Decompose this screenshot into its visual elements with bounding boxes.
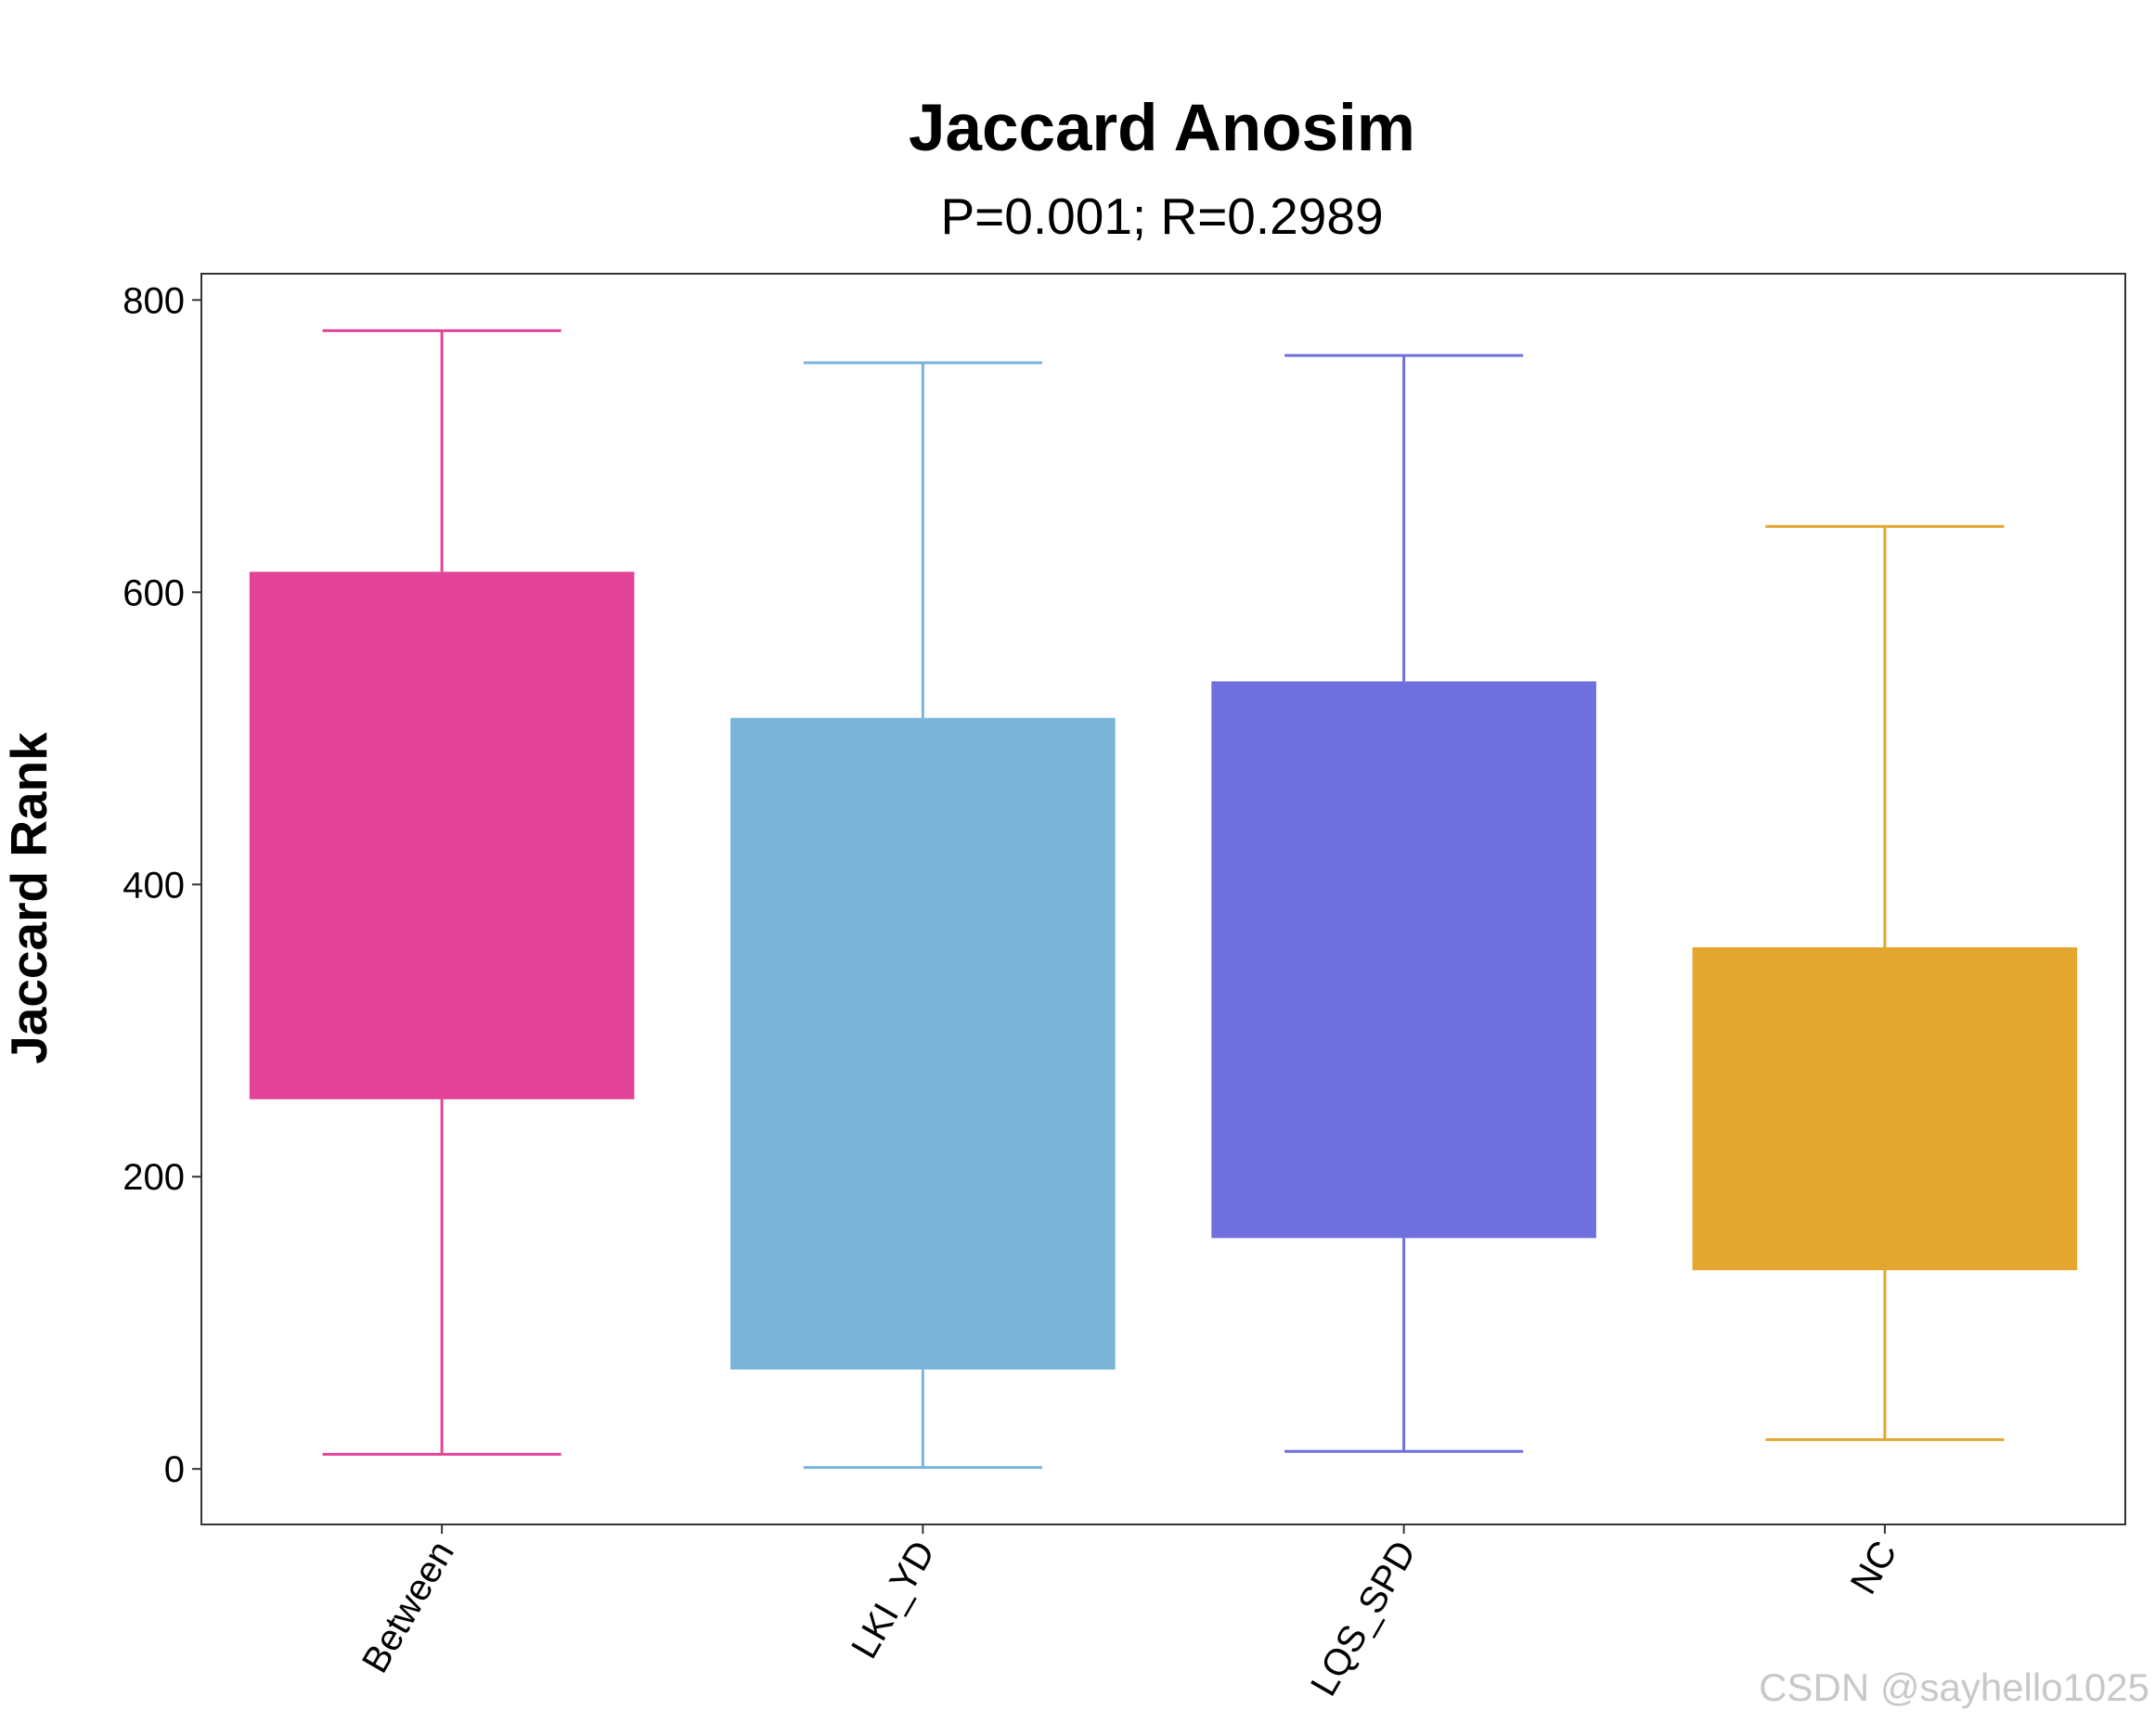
y-tick-label: 200 [123, 1157, 185, 1198]
x-tick-label: LKI_YD [844, 1535, 943, 1665]
box-between [249, 328, 635, 1456]
box-nc [1692, 524, 2078, 1442]
box-body [730, 717, 1116, 1370]
y-axis: 0 200 400 600 800 [123, 280, 201, 1490]
chart-title: Jaccard Anosim [909, 92, 1415, 165]
box-body [1692, 946, 2078, 1270]
box-body [1211, 681, 1596, 1239]
y-tick-label: 800 [123, 280, 185, 321]
box-lki-yd [730, 361, 1116, 1470]
box-body [249, 572, 635, 1099]
x-tick-label: Between [355, 1535, 462, 1680]
box-series [249, 328, 2078, 1470]
chart-subtitle: P=0.001; R=0.2989 [940, 187, 1383, 245]
y-tick-label: 400 [123, 865, 185, 906]
x-axis: Between LKI_YD LQS_SPD NC [355, 1524, 1905, 1703]
watermark: CSDN @sayhello1025 [1759, 1665, 2149, 1709]
plot-panel [200, 273, 2126, 1525]
x-tick-label: LQS_SPD [1303, 1535, 1424, 1704]
x-tick-label: NC [1843, 1535, 1905, 1601]
y-axis-label: Jaccard Rank [0, 732, 58, 1064]
y-tick-label: 0 [164, 1449, 185, 1490]
y-tick-label: 600 [123, 572, 185, 613]
box-lqs-spd [1211, 354, 1596, 1453]
